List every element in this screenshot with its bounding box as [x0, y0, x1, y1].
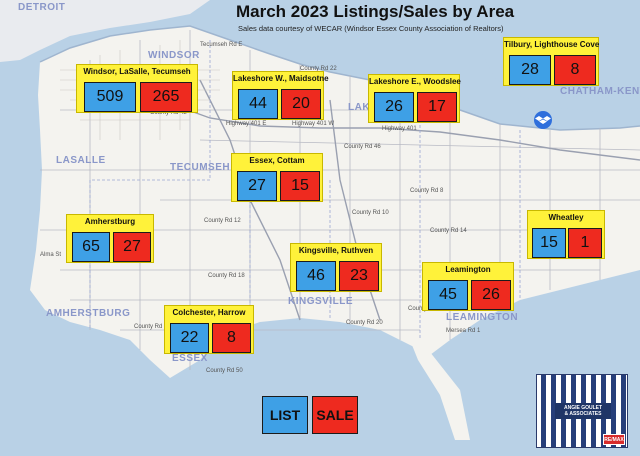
road-label: Tecumseh Rd E	[200, 42, 243, 48]
sale-count: 8	[212, 323, 251, 353]
dropbox-icon[interactable]	[534, 111, 552, 129]
list-count: 28	[509, 55, 551, 85]
road-label: Highway 401 W	[292, 121, 335, 127]
sale-count: 27	[113, 232, 151, 262]
brokerage-logo: ANGIE GOULET & ASSOCIATES RE/MAX	[536, 374, 628, 448]
area-panel-essex: Essex, Cottam 27 15	[231, 153, 323, 202]
road-label: Alma St	[40, 252, 62, 258]
area-panel-windsor: Windsor, LaSalle, Tecumseh 509 265	[76, 64, 198, 113]
sale-count: 1	[568, 228, 602, 258]
list-count: 509	[84, 82, 136, 112]
area-label: Colchester, Harrow	[172, 308, 246, 317]
sale-count: 23	[339, 261, 379, 291]
sale-count: 26	[471, 280, 511, 310]
road-label: County Rd 50	[206, 368, 243, 374]
logo-line1: ANGIE GOULET	[563, 405, 603, 411]
area-panel-leamington: Leamington 45 26	[422, 262, 514, 311]
area-label: Leamington	[445, 265, 491, 274]
map-subtitle: Sales data courtesy of WECAR (Windsor Es…	[238, 24, 504, 33]
list-count: 44	[238, 89, 278, 119]
road-label: County Rd 12	[204, 218, 241, 224]
area-label: Lakeshore W., Maidsotne	[233, 74, 329, 83]
area-panel-lakeshore-west: Lakeshore W., Maidsotne 44 20	[232, 71, 329, 120]
list-count: 46	[296, 261, 336, 291]
area-panel-colchester: Colchester, Harrow 22 8	[164, 305, 254, 354]
list-count: 45	[428, 280, 468, 310]
list-count: 26	[374, 92, 414, 122]
place-tecumseh: TECUMSEH	[170, 162, 231, 173]
area-label: Tilbury, Lighthouse Cove	[504, 40, 600, 49]
list-count: 22	[170, 323, 209, 353]
place-windsor: WINDSOR	[148, 50, 200, 61]
road-label: County Rd 8	[410, 188, 444, 194]
legend-sale: SALE	[312, 396, 358, 434]
place-detroit: DETROIT	[18, 2, 66, 13]
sale-count: 265	[140, 82, 192, 112]
place-kingsville: KINGSVILLE	[288, 296, 354, 307]
road-label: County Rd 14	[430, 228, 467, 234]
area-label: Wheatley	[548, 213, 584, 222]
place-leamington: LEAMINGTON	[446, 312, 519, 323]
road-label: County Rd 46	[344, 144, 381, 150]
area-panel-lakeshore-east: Lakeshore E., Woodslee 26 17	[368, 74, 461, 123]
sale-count: 8	[554, 55, 596, 85]
logo-line2: & ASSOCIATES	[564, 411, 602, 417]
place-essex: ESSEX	[172, 353, 208, 364]
road-label: County Rd 18	[208, 273, 245, 279]
list-count: 65	[72, 232, 110, 262]
list-count: 15	[532, 228, 566, 258]
sale-count: 15	[280, 171, 320, 201]
area-label: Lakeshore E., Woodslee	[369, 77, 461, 86]
legend-list: LIST	[262, 396, 308, 434]
point-pelee	[410, 340, 470, 440]
area-label: Essex, Cottam	[249, 156, 305, 165]
road-label: Highway 401 E	[226, 121, 267, 127]
detroit-land	[0, 0, 210, 62]
remax-badge: RE/MAX	[603, 434, 625, 445]
area-label: Kingsville, Ruthven	[298, 246, 374, 255]
sale-count: 17	[417, 92, 457, 122]
list-count: 27	[237, 171, 277, 201]
map-title: March 2023 Listings/Sales by Area	[236, 2, 515, 21]
area-label: Amherstburg	[84, 217, 136, 226]
sale-count: 20	[281, 89, 321, 119]
place-chatham-kent: CHATHAM-KENT	[560, 86, 640, 97]
place-amherstburg: AMHERSTBURG	[46, 308, 131, 319]
place-lakeshore: LAK	[348, 102, 371, 113]
place-lasalle: LASALLE	[56, 155, 106, 166]
road-label: Mersea Rd 1	[446, 328, 481, 334]
road-label: County Rd 42	[150, 110, 187, 116]
road-label: County Rd 2	[134, 324, 168, 330]
area-panel-amherstburg: Amherstburg 65 27	[66, 214, 154, 263]
area-label: Windsor, LaSalle, Tecumseh	[83, 67, 191, 76]
logo-plate: ANGIE GOULET & ASSOCIATES	[555, 403, 611, 419]
road-label: Highway 401	[382, 126, 417, 132]
road-label: County Rd 20	[346, 320, 383, 326]
road-label: County Rd 10	[352, 210, 389, 216]
road-label: County Rd 22	[300, 66, 337, 72]
area-panel-kingsville: Kingsville, Ruthven 46 23	[290, 243, 382, 292]
area-panel-wheatley: Wheatley 15 1	[527, 210, 605, 259]
area-panel-tilbury: Tilbury, Lighthouse Cove 28 8	[503, 37, 599, 86]
